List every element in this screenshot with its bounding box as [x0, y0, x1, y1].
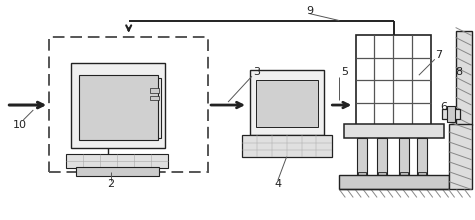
Text: 3: 3: [253, 67, 260, 77]
Bar: [456, 31, 472, 125]
Bar: [378, 172, 386, 181]
Bar: [150, 96, 160, 100]
Text: 6: 6: [440, 102, 447, 112]
Bar: [256, 80, 318, 127]
Bar: [242, 135, 332, 157]
Bar: [377, 138, 387, 175]
Bar: [344, 124, 444, 138]
Bar: [357, 138, 367, 175]
Text: 5: 5: [341, 67, 348, 77]
Bar: [400, 172, 408, 181]
Bar: [418, 172, 426, 181]
Bar: [356, 35, 431, 125]
Bar: [339, 175, 449, 189]
Text: 9: 9: [306, 6, 313, 16]
Bar: [399, 138, 409, 175]
Text: 7: 7: [435, 50, 442, 60]
Bar: [446, 106, 455, 122]
Text: 2: 2: [107, 179, 114, 189]
Text: 8: 8: [455, 67, 462, 77]
Bar: [148, 78, 162, 138]
Bar: [250, 70, 324, 135]
Bar: [71, 63, 165, 148]
Bar: [76, 167, 159, 176]
Text: 4: 4: [274, 179, 281, 189]
Bar: [150, 88, 160, 93]
Bar: [442, 109, 460, 119]
Bar: [66, 154, 169, 168]
Bar: [49, 37, 208, 172]
Bar: [449, 124, 472, 189]
Text: 10: 10: [12, 120, 27, 130]
Bar: [79, 75, 158, 140]
Bar: [358, 172, 366, 181]
Bar: [417, 138, 427, 175]
